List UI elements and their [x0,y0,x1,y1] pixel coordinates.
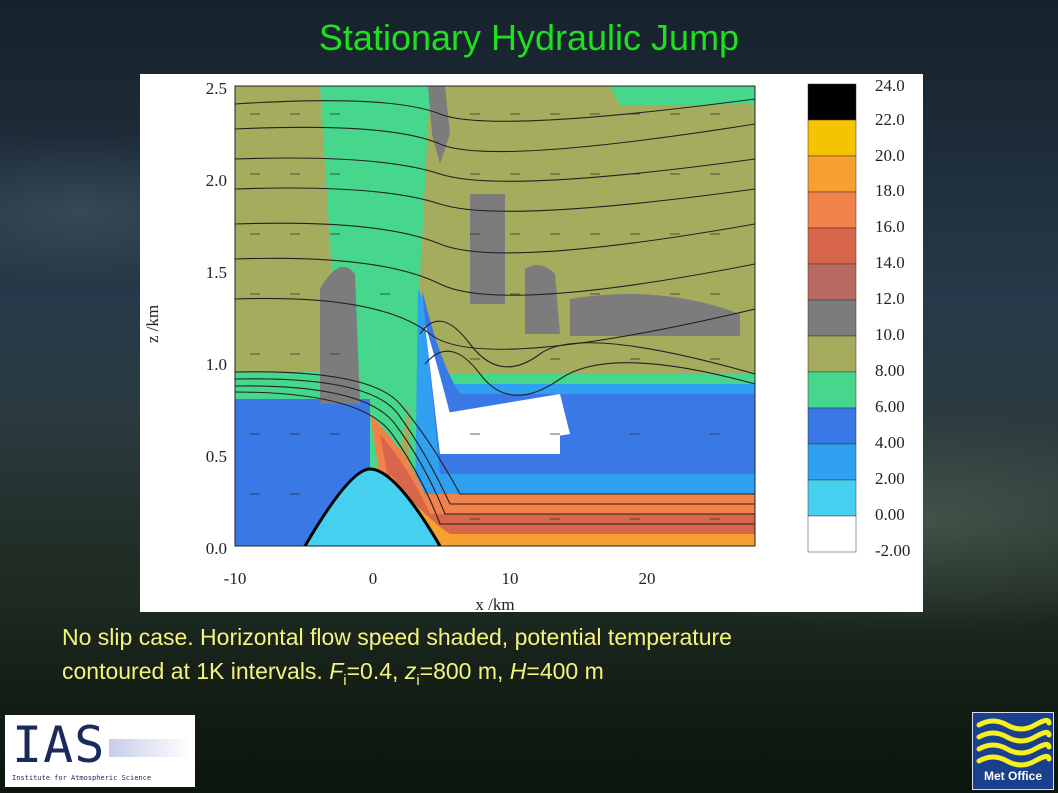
y-axis-ticks: 2.5 2.0 1.5 1.0 0.5 0.0 [206,79,227,558]
gray-column-mid [470,194,505,304]
colorbar-label: 8.00 [875,361,905,380]
hydraulic-jump-figure: 2.5 2.0 1.5 1.0 0.5 0.0 z /km -10 0 10 2… [140,74,923,612]
gray-top-column [428,86,450,164]
colorbar-swatch [807,299,857,337]
figure-caption: No slip case. Horizontal flow speed shad… [62,620,992,688]
mountain-outline [303,467,442,546]
colorbar-swatch [807,155,857,193]
colorbar-label: 6.00 [875,397,905,416]
x-tick-label: 0 [369,569,378,588]
colorbar-label: 24.0 [875,76,905,95]
downstream-white-wedge [440,394,570,454]
ias-logo-letters: IAS [12,716,106,774]
y-tick-label: 1.0 [206,355,227,374]
met-office-waves-icon [976,717,1052,768]
inversion-height-symbol: z [404,658,417,684]
mountain-height-symbol: H [509,658,527,684]
colorbar-swatch [807,335,857,373]
met-office-logo: Met Office [972,712,1054,790]
isentrope-contours [235,98,755,525]
colorbar-label: 4.00 [875,433,905,452]
x-tick-label: -10 [224,569,247,588]
colorbar-label: 2.00 [875,469,905,488]
y-tick-label: 0.5 [206,447,227,466]
wind-vector-field [250,113,720,520]
colorbar-label: 10.0 [875,325,905,344]
surface-orange-layer [370,414,755,546]
colorbar-label: 12.0 [875,289,905,308]
x-axis-ticks: -10 0 10 20 [224,569,656,588]
y-tick-label: 2.5 [206,79,227,98]
surface-red-layer [380,434,755,546]
ias-logo-bar [109,739,191,757]
colorbar-label: 18.0 [875,181,905,200]
colorbar-swatch [807,515,857,553]
colorbar-swatch [807,479,857,517]
colorbar-swatch [807,371,857,409]
upstream-blue-inner [235,402,325,546]
ias-logo: IAS Institute for Atmospheric Science [5,715,195,787]
colorbar-swatch [807,263,857,301]
colorbar-labels: 24.0 22.0 20.0 18.0 16.0 14.0 12.0 10.0 … [875,76,910,560]
met-office-label: Met Office [983,769,1042,783]
y-tick-label: 2.0 [206,171,227,190]
colorbar-swatch [807,443,857,481]
y-tick-label: 1.5 [206,263,227,282]
colorbar-swatch [807,83,857,121]
colorbar-swatch [807,119,857,157]
colorbar-label: 22.0 [875,110,905,129]
colorbar-swatch [807,407,857,445]
y-tick-label: 0.0 [206,539,227,558]
x-tick-label: 10 [502,569,519,588]
colorbar-swatch [807,191,857,229]
flow-field [235,86,755,546]
froude-value: =0.4, [346,658,405,684]
gray-column-right [525,265,560,334]
y-axis-label: z /km [143,305,162,343]
colorbar-label: 14.0 [875,253,905,272]
plot-frame [234,85,756,547]
colorbar-label: 16.0 [875,217,905,236]
x-axis-label: x /km [475,595,514,612]
inversion-height-subscript: i [416,672,420,689]
mountain-height-value: =400 m [526,658,604,684]
caption-line-2-prefix: contoured at 1K intervals. [62,658,330,684]
slide-title: Stationary Hydraulic Jump [318,17,740,58]
green-top-band [610,86,755,106]
gray-band-right [570,294,740,336]
caption-line-1: No slip case. Horizontal flow speed shad… [62,624,732,650]
figure-svg: 2.5 2.0 1.5 1.0 0.5 0.0 z /km -10 0 10 2… [143,76,910,612]
colorbar-swatch [807,227,857,265]
mountain-cyan-fill [305,469,440,546]
froude-symbol: F [329,658,344,684]
colorbar [807,83,857,553]
froude-subscript: i [343,672,347,689]
inversion-height-value: =800 m, [419,658,510,684]
ias-logo-subtitle: Institute for Atmospheric Science [12,774,152,782]
colorbar-label: -2.00 [875,541,910,560]
x-tick-label: 20 [639,569,656,588]
colorbar-label: 0.00 [875,505,905,524]
colorbar-label: 20.0 [875,146,905,165]
